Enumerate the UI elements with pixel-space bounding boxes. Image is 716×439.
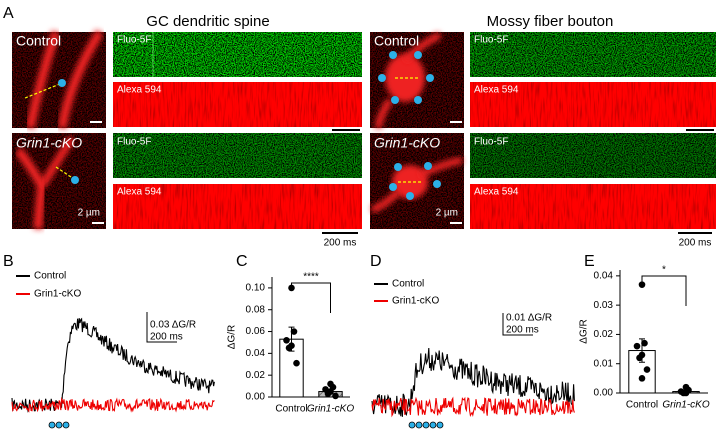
- data-point: [680, 389, 687, 397]
- y-tick-label: 0.06: [246, 326, 266, 337]
- channel-label: Alexa 594: [474, 85, 519, 96]
- y-tick-label: 0.03: [594, 300, 614, 311]
- condition-label: Control: [16, 33, 61, 49]
- y-tick-label: 0.10: [246, 283, 266, 294]
- channel-label: Alexa 594: [117, 85, 162, 96]
- condition-label: Control: [374, 33, 419, 49]
- significance-label: *: [662, 265, 666, 276]
- condition-label: Grin1-cKO: [374, 135, 440, 151]
- scale-label: 0.01 ΔG/R: [506, 313, 552, 324]
- significance-bracket: [291, 282, 331, 313]
- legend-label: Grin1-cKO: [34, 289, 81, 300]
- scale-label: 200 ms: [506, 325, 539, 336]
- x-tick-label: Control: [626, 400, 658, 411]
- micrograph: Control: [12, 29, 106, 129]
- x-tick-label: Grin1-cKO: [307, 404, 354, 415]
- micrograph: Control: [370, 31, 464, 129]
- data-point: [332, 392, 339, 400]
- channel-label: Alexa 594: [117, 187, 162, 198]
- panel-title: GC dendritic spine: [146, 13, 269, 30]
- data-point: [293, 359, 300, 367]
- trace: [371, 396, 575, 418]
- panel-label: E: [584, 253, 595, 270]
- y-tick-label: 0.01: [594, 358, 614, 369]
- trace-group: [371, 347, 575, 418]
- data-point: [643, 366, 651, 373]
- channel-label: Fluo-5F: [474, 137, 508, 148]
- x-tick-label: Grin1-cKO: [662, 400, 709, 411]
- channel-label: Fluo-5F: [117, 137, 151, 148]
- channel-label: Alexa 594: [474, 187, 519, 198]
- scale-bar: [146, 312, 177, 343]
- micrograph: Grin1-cKO 2 µm: [12, 133, 106, 230]
- y-tick-label: 0.04: [594, 270, 614, 281]
- scale-label: 2 µm: [436, 208, 458, 219]
- scale-label: 200 ms: [324, 238, 357, 249]
- channel-label: Fluo-5F: [474, 35, 508, 46]
- linescan: Fluo-5F Alexa 594 200 ms: [470, 133, 716, 249]
- panel-label: A: [3, 5, 14, 22]
- significance-bracket: [641, 275, 687, 306]
- data-point: [283, 336, 290, 344]
- data-point: [636, 354, 643, 362]
- y-tick-label: 0.02: [246, 370, 266, 381]
- trace: [11, 396, 215, 413]
- y-axis-label: ΔG/R: [579, 319, 590, 343]
- trace-group: [11, 317, 215, 413]
- y-tick-label: 0.00: [594, 388, 614, 399]
- condition-label: Grin1-cKO: [16, 135, 82, 151]
- scale-label: 0.03 ΔG/R: [150, 320, 196, 331]
- data-point: [633, 342, 641, 350]
- y-tick-label: 0.02: [594, 329, 614, 340]
- y-axis-label: ΔG/R: [227, 325, 238, 349]
- significance-label: ****: [303, 272, 319, 283]
- panel-label: C: [236, 253, 248, 270]
- data-point: [324, 390, 332, 398]
- linescan: Fluo-5F Alexa 594: [113, 32, 362, 131]
- panel-title: Mossy fiber bouton: [487, 13, 614, 30]
- data-point: [641, 339, 648, 347]
- x-tick-label: Control: [275, 404, 307, 415]
- channel-label: Fluo-5F: [117, 35, 151, 46]
- linescan: Fluo-5F Alexa 594 200 ms: [113, 133, 362, 249]
- legend-label: Control: [392, 279, 424, 290]
- data-point: [638, 375, 646, 382]
- data-point: [285, 344, 293, 352]
- stimulus-dots: [408, 421, 444, 429]
- trace: [371, 347, 575, 417]
- y-tick-label: 0.04: [246, 348, 266, 359]
- scale-label: 200 ms: [679, 238, 712, 249]
- stimulus-dots: [48, 421, 70, 429]
- micrograph: Grin1-cKO 2 µm: [370, 133, 464, 229]
- scale-bar: [502, 313, 533, 336]
- panel-label: B: [3, 253, 14, 270]
- legend-label: Control: [34, 271, 66, 282]
- trace: [11, 317, 215, 413]
- data-point: [290, 328, 298, 335]
- scale-label: 2 µm: [78, 208, 100, 219]
- panel-label: D: [370, 253, 382, 270]
- scale-label: 200 ms: [150, 332, 183, 343]
- y-tick-label: 0.08: [246, 304, 266, 315]
- data-point: [638, 281, 646, 288]
- legend-label: Grin1-cKO: [392, 296, 439, 307]
- linescan: Fluo-5F Alexa 594: [470, 32, 716, 131]
- y-tick-label: 0.00: [246, 392, 266, 403]
